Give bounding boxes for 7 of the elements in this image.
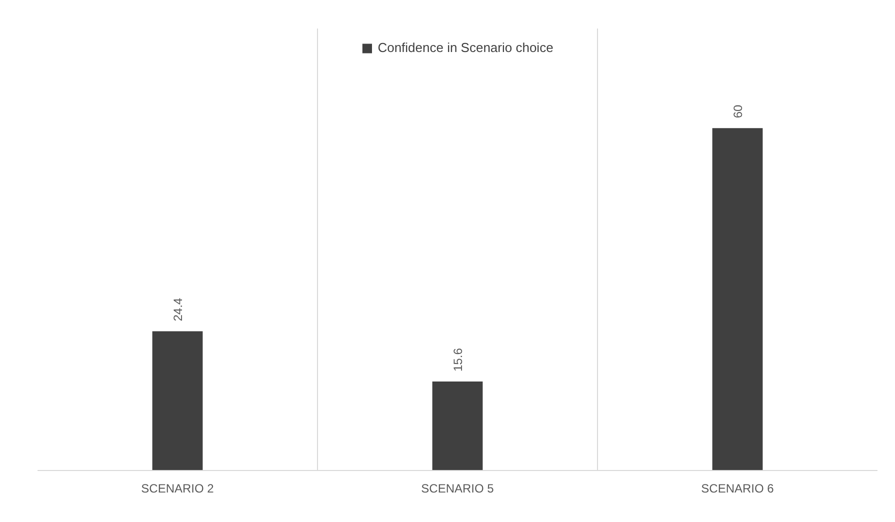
x-tick-label: SCENARIO 5 (421, 482, 494, 496)
data-label: 15.6 (451, 348, 465, 372)
legend-label: Confidence in Scenario choice (378, 40, 554, 55)
data-label: 24.4 (171, 298, 185, 322)
x-tick-label: SCENARIO 2 (141, 482, 214, 496)
data-label: 60 (731, 104, 745, 118)
x-tick-label: SCENARIO 6 (701, 482, 774, 496)
